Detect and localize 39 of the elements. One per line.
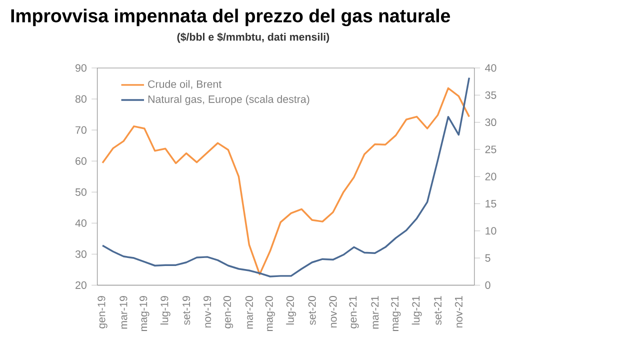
x-tick-label: set-21 [434, 296, 442, 326]
y-tick-label: 80 [75, 95, 86, 103]
x-tick-label: gen-21 [349, 296, 359, 328]
legend-label: Natural gas, Europe (scala destra) [148, 95, 310, 106]
x-tick-label: mar-21 [371, 296, 379, 329]
y-tick-label: 60 [76, 157, 86, 165]
x-tick-label: nov-20 [329, 296, 337, 328]
x-tick-label: gen-19 [98, 296, 108, 328]
x-tick-label: set-20 [308, 296, 316, 326]
x-tick-label: gen-20 [223, 296, 234, 328]
x-tick-label: set-19 [182, 296, 190, 326]
y2-tick-label: 5 [485, 254, 490, 262]
x-tick-label: mar-19 [120, 296, 128, 329]
y2-tick-label: 10 [486, 227, 496, 235]
y-tick-label: 40 [75, 219, 86, 227]
y-tick-label: 70 [76, 126, 86, 134]
x-tick-label: lug-19 [160, 296, 170, 325]
y2-tick-label: 25 [485, 146, 496, 154]
y2-tick-label: 30 [485, 118, 496, 126]
x-tick-label: lug-20 [286, 296, 296, 325]
y2-tick-label: 35 [485, 91, 496, 99]
chart-subtitle: ($/bbl e $/mmbtu, dati mensili) [177, 32, 330, 43]
x-tick-label: mag-20 [265, 296, 275, 332]
x-tick-label: nov-19 [204, 296, 212, 328]
y-tick-label: 30 [75, 250, 86, 258]
y2-tick-label: 20 [485, 172, 496, 180]
y2-tick-label: 40 [485, 64, 496, 72]
x-tick-label: mag-19 [140, 296, 150, 332]
y2-tick-label: 15 [486, 200, 496, 208]
y-tick-label: 20 [76, 282, 86, 290]
y2-tick-label: 0 [485, 282, 490, 290]
x-tick-label: lug-21 [412, 296, 422, 325]
legend-label: Crude oil, Brent [148, 80, 222, 90]
x-tick-label: mag-21 [391, 296, 401, 332]
y-tick-label: 50 [75, 188, 86, 196]
y-tick-label: 90 [76, 64, 86, 72]
x-tick-label: nov-21 [454, 296, 462, 328]
chart-title: Improvvisa impennata del prezzo del gas naturale [11, 8, 450, 26]
x-tick-label: mar-20 [245, 296, 253, 329]
